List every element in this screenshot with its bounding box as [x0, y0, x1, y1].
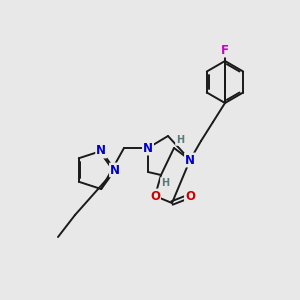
Text: N: N — [185, 154, 195, 166]
Text: N: N — [96, 145, 106, 158]
Text: O: O — [185, 190, 195, 202]
Text: F: F — [221, 44, 229, 56]
Text: N: N — [110, 164, 120, 176]
Text: N: N — [143, 142, 153, 154]
Text: H: H — [161, 178, 169, 188]
Text: O: O — [150, 190, 160, 202]
Text: H: H — [176, 135, 184, 145]
